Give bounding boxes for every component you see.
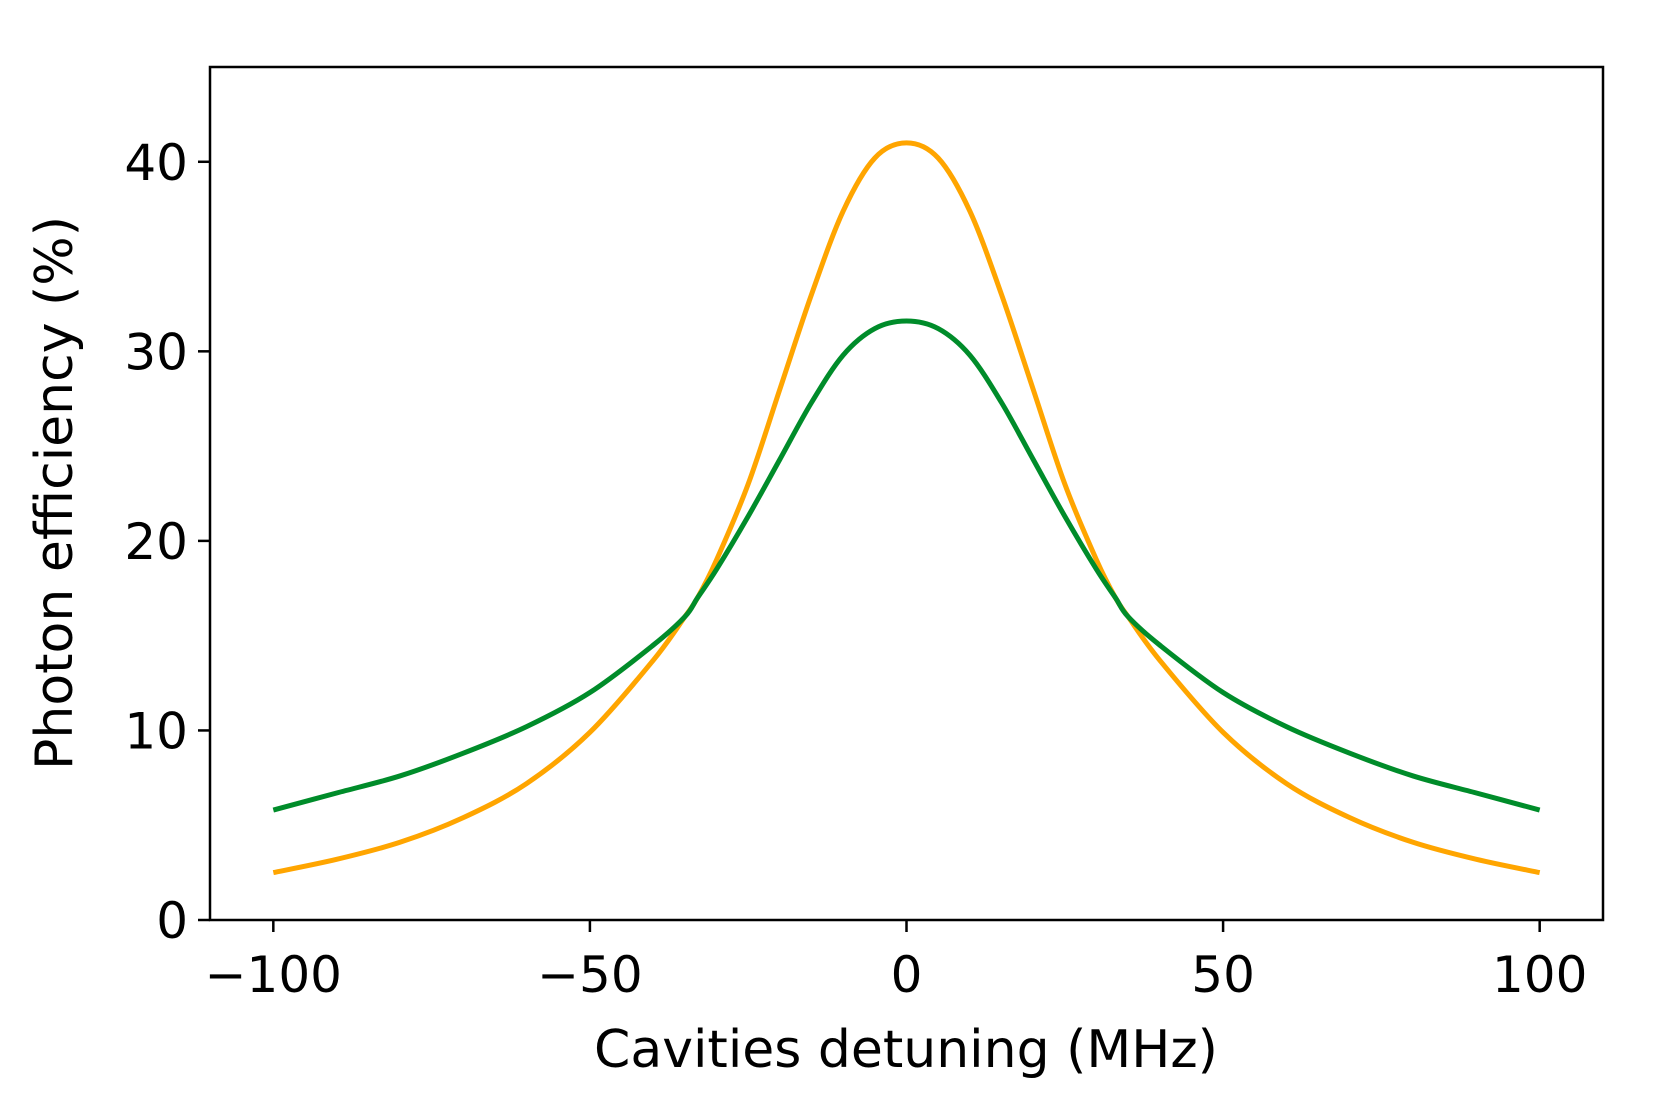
series-line-2 — [272, 318, 1541, 813]
x-tick-label: 50 — [1191, 946, 1255, 1004]
y-axis: 0 10 20 30 40 — [124, 134, 210, 950]
y-axis-label: Photon efficiency (%) — [25, 216, 85, 770]
x-axis: −100 −50 0 50 100 — [205, 920, 1587, 1004]
y-tick-label: 0 — [156, 892, 188, 950]
series-line-1 — [272, 140, 1541, 876]
y-tick-label: 10 — [124, 702, 188, 760]
y-tick-label: 20 — [124, 513, 188, 571]
x-axis-label: Cavities detuning (MHz) — [594, 1020, 1218, 1080]
x-tick-label: −100 — [205, 946, 342, 1004]
x-tick-label: −50 — [537, 946, 643, 1004]
series-layer — [272, 140, 1541, 876]
x-tick-label: 0 — [891, 946, 923, 1004]
y-tick-label: 40 — [124, 134, 188, 192]
y-tick-label: 30 — [124, 323, 188, 381]
x-tick-label: 100 — [1492, 946, 1587, 1004]
